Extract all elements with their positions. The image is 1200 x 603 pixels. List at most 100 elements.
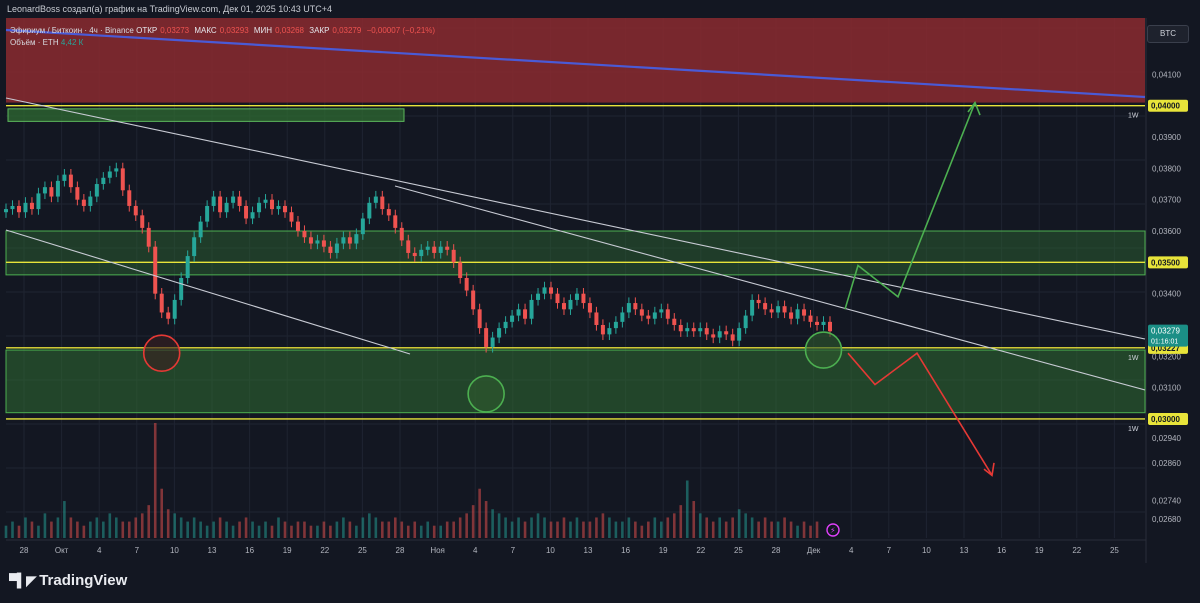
zone-upper-left-box [7, 108, 405, 122]
volume-bar [406, 525, 410, 538]
candle-body [133, 205, 138, 216]
volume-bar [595, 517, 598, 538]
candle-body [639, 309, 644, 316]
price-chart[interactable]: 0,04100 0,03900 0,03800 0,03700 0,03600 0,034… [0, 18, 1200, 563]
candle-body [419, 249, 424, 257]
volume-bar [750, 517, 754, 538]
volume-bar [374, 517, 378, 538]
tradingview-logo[interactable]: ▀▍◤ TradingView [9, 572, 127, 589]
volume-bar [153, 423, 157, 538]
candle-body [367, 202, 372, 219]
x-tick-label: 16 [621, 546, 630, 555]
volume-bar [264, 521, 267, 538]
x-tick-label: 13 [584, 546, 593, 555]
candle-body [172, 299, 177, 319]
volume-bar [737, 509, 741, 538]
candle-body [211, 196, 216, 206]
candle-body [205, 205, 210, 222]
candle-body [120, 168, 125, 191]
x-tick-label: 22 [1072, 546, 1081, 555]
volume-bar [666, 517, 670, 538]
volume-bar [160, 488, 164, 538]
currency-badge[interactable]: BTC [1147, 25, 1189, 43]
volume-bar [783, 517, 786, 538]
volume-bar [393, 517, 397, 538]
volume-bar [510, 521, 514, 538]
volume-bar [335, 521, 339, 538]
candle-body [295, 221, 300, 232]
last-price-value: 0,03279 [1151, 327, 1180, 336]
candle-body [633, 303, 638, 310]
legend-change: −0,00007 (−0,21%) [366, 26, 436, 35]
candle-body [282, 205, 287, 213]
candle-body [821, 321, 826, 325]
candle-body [179, 278, 184, 300]
timeframe-tag: 1W [1128, 113, 1139, 120]
volume-bar [134, 517, 138, 538]
volume-bar [711, 521, 715, 538]
y-tick-label: 0,03400 [1152, 290, 1181, 299]
candle-body [16, 205, 21, 213]
volume-bar [770, 521, 773, 538]
last-price-box [1148, 324, 1188, 347]
y-tick-label: 0,02740 [1152, 496, 1181, 505]
candle-body [432, 246, 437, 253]
timeframe-tag: 1W [1128, 355, 1139, 362]
candle-body [698, 328, 703, 332]
candle-body [159, 293, 164, 313]
candle-body [315, 240, 320, 244]
candle-body [244, 205, 249, 219]
volume-bar [660, 521, 663, 538]
green-circle-2 [804, 331, 843, 369]
candle-body [88, 196, 93, 206]
candle-body [672, 318, 677, 325]
x-tick-label: 10 [546, 546, 555, 555]
candle-body [328, 246, 333, 253]
candle-body [302, 231, 307, 238]
candle-body [360, 218, 365, 235]
candle-body [743, 315, 748, 329]
volume-bar [309, 525, 313, 538]
x-tick-label: 7 [135, 546, 140, 555]
candle-body [393, 215, 398, 228]
volume-bar [89, 521, 92, 538]
volume-bar [452, 521, 455, 538]
x-tick-label: 19 [659, 546, 668, 555]
volume-bar [296, 521, 300, 538]
candle-body [756, 299, 761, 304]
volume-bar [95, 517, 99, 538]
volume-bar [549, 521, 553, 538]
volume-bar [102, 521, 105, 538]
candle-body [594, 312, 599, 325]
y-tick-label: 0,04100 [1152, 70, 1181, 79]
candle-body [828, 321, 832, 332]
x-tick-label: 19 [1035, 546, 1044, 555]
lower-channel-line [5, 229, 411, 355]
volume-bar [361, 517, 365, 538]
candle-body [224, 202, 229, 213]
candle-body [471, 290, 476, 310]
volume-bar [582, 521, 585, 538]
candle-body [549, 287, 554, 294]
candle-body [153, 246, 158, 294]
candle-body [36, 193, 41, 210]
volume-bar [569, 521, 572, 538]
legend-volume-label[interactable]: Объём · ETH [10, 38, 59, 47]
volume-bar [30, 521, 34, 538]
candle-body [341, 237, 346, 244]
volume-bar [426, 521, 430, 538]
red-circle [142, 334, 181, 372]
volume-bar [796, 525, 799, 538]
candle-body [484, 328, 489, 347]
volume-bar [277, 517, 280, 538]
x-tick-label: 16 [997, 546, 1006, 555]
candle-body [386, 209, 391, 216]
volume-bar [348, 521, 352, 538]
y-tick-label: 0,02940 [1152, 434, 1181, 443]
legend-symbol[interactable]: Эфириум / Биткоин · 4ч · Binance [10, 26, 134, 35]
candle-body [600, 324, 605, 335]
candle-body [334, 243, 339, 253]
volume-bar [471, 505, 475, 538]
volume-bar [465, 513, 468, 538]
tradingview-mark-icon: ▀▍◤ [9, 573, 36, 588]
